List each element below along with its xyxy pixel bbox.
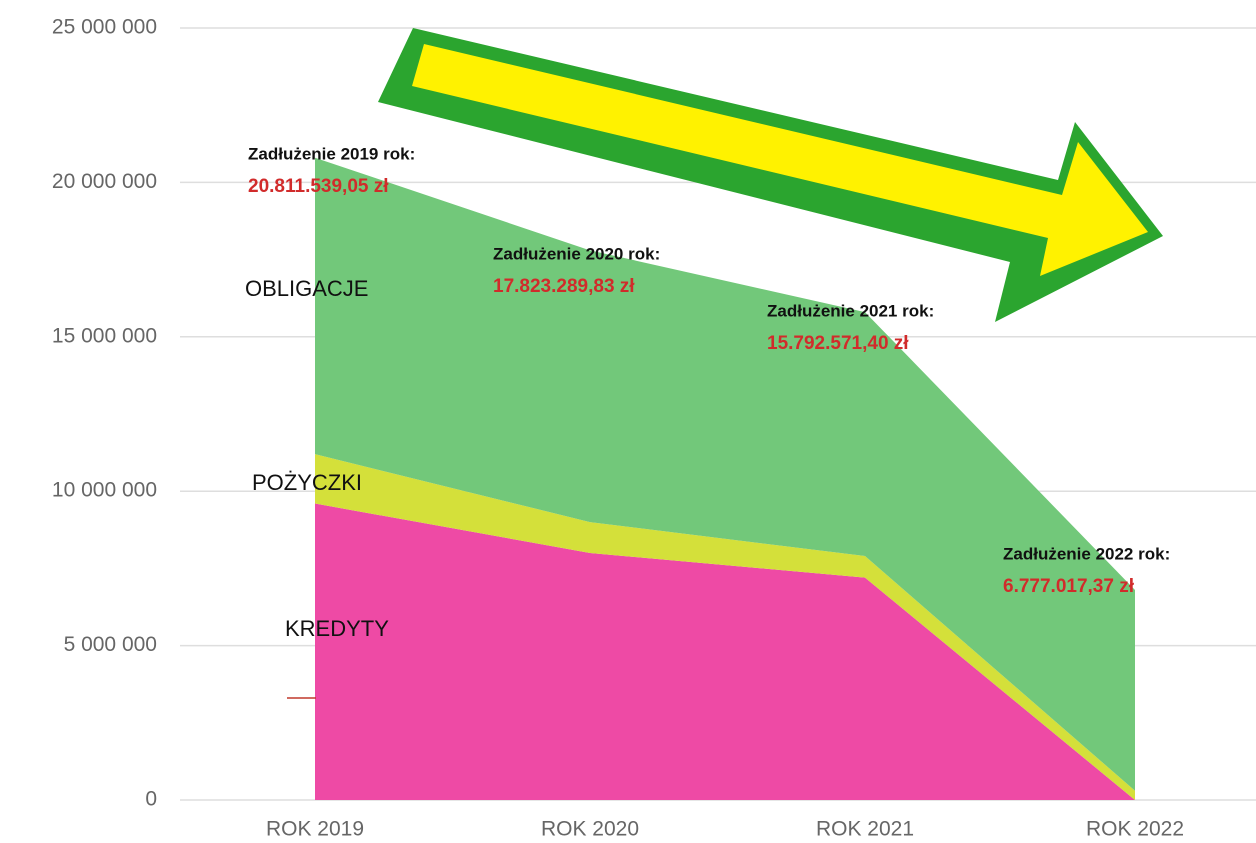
annotation-title: Zadłużenie 2022 rok:: [1003, 544, 1170, 563]
annotation-title: Zadłużenie 2020 rok:: [493, 244, 660, 263]
y-tick-label: 5 000 000: [64, 633, 157, 656]
annotation-value: 20.811.539,05 zł: [248, 176, 389, 197]
y-tick-label: 15 000 000: [52, 324, 157, 347]
area: [315, 454, 1135, 800]
y-tick-label: 25 000 000: [52, 16, 157, 39]
x-tick-label: ROK 2019: [266, 818, 364, 841]
trend-arrow: [378, 28, 1163, 322]
annotation-value: 6.777.017,37 zł: [1003, 576, 1135, 597]
series-label: POŻYCZKI: [252, 470, 362, 495]
labels: 0 5 000 000 10 000 000 15 000 000 20 000 000…: [52, 16, 1184, 841]
annotation-title: Zadłużenie 2021 rok:: [767, 301, 934, 320]
series-label: KREDYTY: [285, 616, 389, 641]
x-tick-label: ROK 2020: [541, 818, 639, 841]
annotation-value: 17.823.289,83 zł: [493, 276, 635, 297]
annotation-value: 15.792.571,40 zł: [767, 333, 909, 354]
areas: [315, 157, 1135, 800]
y-tick-label: 20 000 000: [52, 170, 157, 193]
area: [315, 157, 1135, 791]
area: [315, 503, 1135, 800]
arrow-fill: [412, 44, 1148, 276]
y-tick-label: 10 000 000: [52, 479, 157, 502]
x-tick-label: ROK 2021: [816, 818, 914, 841]
annotation-title: Zadłużenie 2019 rok:: [248, 144, 415, 163]
y-tick-label: 0: [145, 788, 157, 811]
series-label: OBLIGACJE: [245, 276, 368, 301]
x-tick-label: ROK 2022: [1086, 818, 1184, 841]
